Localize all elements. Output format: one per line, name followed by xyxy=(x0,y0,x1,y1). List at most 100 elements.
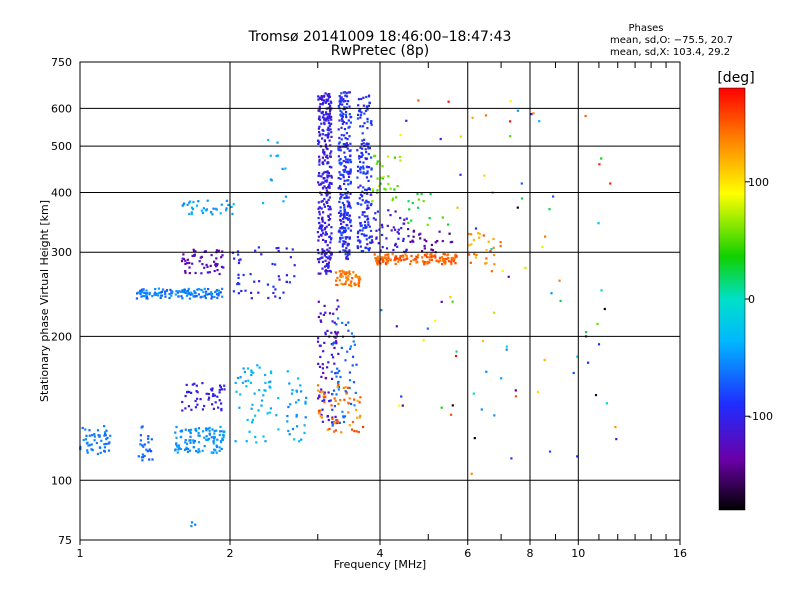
data-point xyxy=(345,250,348,253)
data-point xyxy=(145,293,148,296)
data-point xyxy=(356,416,359,419)
data-point xyxy=(378,228,381,231)
data-point xyxy=(297,399,300,402)
data-point xyxy=(472,238,475,242)
data-point xyxy=(382,175,385,179)
data-point xyxy=(208,426,211,429)
data-point xyxy=(244,380,247,383)
data-point xyxy=(347,100,350,103)
data-point xyxy=(345,256,348,259)
data-point xyxy=(267,296,270,300)
data-point xyxy=(339,177,342,180)
data-point xyxy=(346,102,349,106)
data-point xyxy=(214,290,217,294)
data-point xyxy=(362,96,365,99)
data-point xyxy=(339,206,342,209)
data-point xyxy=(355,363,358,366)
data-point xyxy=(375,237,378,240)
data-point xyxy=(456,206,459,209)
data-point xyxy=(584,114,587,118)
data-point xyxy=(175,436,178,439)
data-point xyxy=(403,222,406,225)
data-point xyxy=(484,114,488,117)
data-point xyxy=(190,521,194,524)
data-point xyxy=(335,342,338,345)
data-point xyxy=(345,116,348,119)
data-point xyxy=(278,296,281,300)
data-point xyxy=(331,377,334,380)
data-point xyxy=(391,197,395,200)
data-point xyxy=(353,283,356,287)
data-point xyxy=(349,180,352,183)
data-point xyxy=(346,236,349,239)
data-point xyxy=(317,389,320,392)
data-point xyxy=(320,175,323,178)
data-point xyxy=(347,227,350,230)
data-point xyxy=(278,278,281,281)
data-point xyxy=(227,203,230,207)
data-point xyxy=(142,294,145,297)
data-point xyxy=(360,143,363,146)
data-point xyxy=(304,400,307,403)
x-tick-label: 16 xyxy=(673,547,687,560)
data-point xyxy=(264,440,267,443)
data-point xyxy=(188,449,191,452)
data-point xyxy=(204,250,207,253)
data-point xyxy=(363,215,366,218)
data-point xyxy=(375,229,378,232)
data-point xyxy=(367,142,370,145)
data-point xyxy=(345,170,348,173)
data-point xyxy=(331,417,334,421)
data-point xyxy=(185,447,188,451)
data-point xyxy=(321,399,324,402)
data-point xyxy=(337,142,340,145)
data-point xyxy=(318,227,321,230)
data-point xyxy=(428,258,431,261)
data-point xyxy=(348,270,351,273)
data-point xyxy=(422,339,425,342)
data-point xyxy=(353,404,356,407)
data-point xyxy=(202,430,205,433)
data-point xyxy=(365,189,368,192)
data-point xyxy=(174,431,177,434)
data-point xyxy=(316,139,320,142)
data-point xyxy=(343,170,346,173)
data-point xyxy=(485,248,488,252)
data-point xyxy=(220,203,223,206)
data-point xyxy=(321,103,324,106)
data-point xyxy=(374,154,377,157)
data-point xyxy=(327,98,330,101)
data-point xyxy=(447,260,450,263)
data-point xyxy=(370,239,374,242)
data-point xyxy=(327,132,330,135)
data-point xyxy=(334,372,337,375)
data-point xyxy=(501,269,504,272)
data-point xyxy=(328,184,331,187)
data-point xyxy=(490,270,493,273)
data-point xyxy=(325,117,328,120)
data-point xyxy=(603,307,606,311)
data-point xyxy=(348,170,351,173)
data-point xyxy=(153,293,156,296)
data-point xyxy=(325,187,328,190)
data-point xyxy=(317,397,320,400)
data-point xyxy=(250,291,253,294)
data-point xyxy=(348,379,352,382)
data-point xyxy=(335,393,338,396)
data-point xyxy=(333,335,336,338)
data-point xyxy=(333,362,336,365)
data-point xyxy=(327,266,330,269)
data-point xyxy=(335,323,338,326)
data-point xyxy=(220,265,224,268)
data-point xyxy=(204,209,207,212)
data-point xyxy=(343,164,346,168)
data-point xyxy=(365,176,368,179)
data-point xyxy=(365,95,368,99)
data-point xyxy=(337,155,340,158)
data-point xyxy=(447,223,450,226)
data-point xyxy=(359,245,362,248)
data-point xyxy=(318,213,321,216)
data-point xyxy=(347,175,351,178)
data-point xyxy=(320,207,323,210)
data-point xyxy=(169,288,172,291)
